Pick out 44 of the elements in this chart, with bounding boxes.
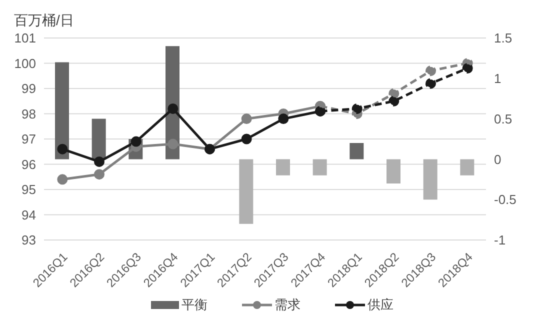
point <box>352 103 362 114</box>
bar <box>55 62 69 160</box>
point <box>388 96 400 106</box>
point <box>130 136 142 147</box>
bar <box>423 159 438 200</box>
legend-label: 需求 <box>274 296 300 314</box>
bar <box>239 159 254 224</box>
point <box>168 103 178 114</box>
y2-tick-label: -0.5 <box>494 192 516 208</box>
point <box>241 134 252 144</box>
point <box>57 144 68 154</box>
bar <box>92 118 106 160</box>
point <box>426 66 436 76</box>
y-tick-label: 95 <box>22 182 36 198</box>
point <box>94 156 104 167</box>
y-tick-label: 96 <box>22 156 36 172</box>
point <box>278 114 289 124</box>
legend-label: 平衡 <box>182 296 208 314</box>
point <box>168 138 178 150</box>
y2-tick-label: -1 <box>494 232 506 248</box>
bar <box>350 143 364 160</box>
bar <box>276 159 290 176</box>
point <box>241 114 252 124</box>
y2-tick-label: 1.5 <box>494 30 512 46</box>
point <box>462 63 473 74</box>
bar <box>460 159 474 176</box>
y2-tick-label: 1 <box>494 71 502 86</box>
point <box>94 169 104 180</box>
y-tick-label: 97 <box>22 132 36 147</box>
point <box>57 174 68 185</box>
point <box>388 88 400 99</box>
y-tick-label: 98 <box>22 106 36 122</box>
y2-tick-label: 0 <box>494 152 502 167</box>
y-tick-label: 99 <box>22 81 36 96</box>
y-tick-label: 100 <box>14 56 36 71</box>
legend-label: 供应 <box>368 296 394 314</box>
y-tick-label: 101 <box>14 30 36 46</box>
y-axis-title: 百万桶/日 <box>14 12 74 30</box>
y2-tick-label: 0.5 <box>494 111 512 126</box>
y-tick-label: 93 <box>22 232 36 248</box>
bar <box>312 159 327 176</box>
bar <box>386 159 400 184</box>
point <box>426 78 436 89</box>
y-tick-label: 94 <box>22 207 36 222</box>
